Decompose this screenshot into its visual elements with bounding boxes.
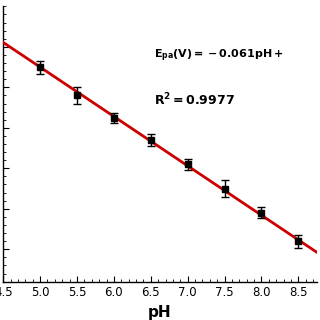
Text: $\mathbf{E_{pa}(V) = -0.061pH +}$: $\mathbf{E_{pa}(V) = -0.061pH +}$ [154,48,284,64]
X-axis label: pH: pH [148,305,172,320]
Text: $\mathbf{R^2 = 0.9977}$: $\mathbf{R^2 = 0.9977}$ [154,92,235,108]
